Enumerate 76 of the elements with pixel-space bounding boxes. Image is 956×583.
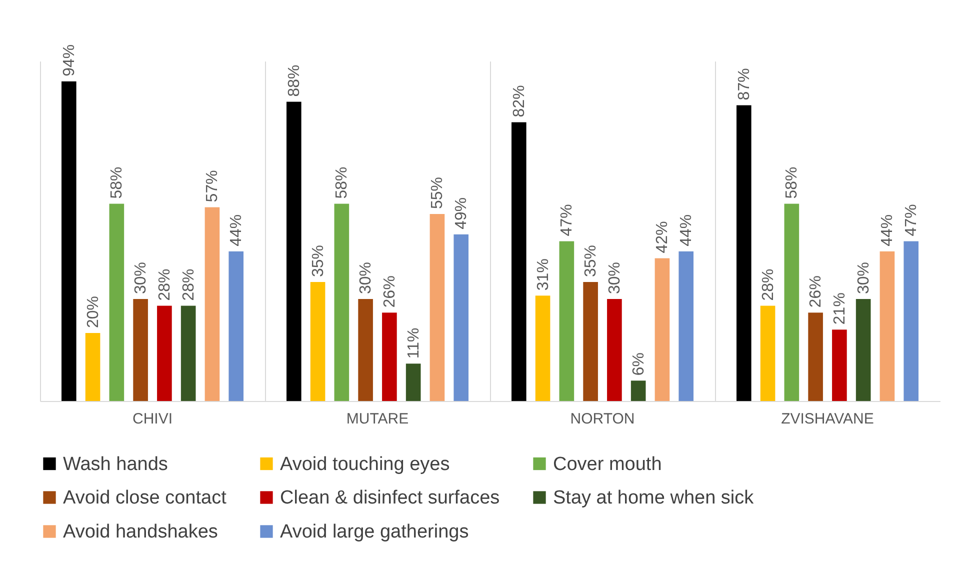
bar (228, 251, 244, 401)
bar (454, 234, 469, 401)
bar (760, 306, 776, 401)
data-label: 26% (381, 276, 398, 308)
legend-label: Cover mouth (553, 454, 662, 475)
bar (654, 258, 670, 401)
data-label: 87% (736, 68, 753, 100)
bar (535, 296, 550, 401)
data-label: 21% (831, 292, 848, 325)
data-label: 55% (429, 176, 446, 209)
bar (310, 282, 326, 401)
bar (832, 330, 847, 401)
data-label: 20% (84, 296, 102, 328)
data-label: 44% (228, 214, 246, 246)
data-label: 58% (108, 166, 126, 199)
data-label: 30% (606, 262, 624, 294)
bar (109, 204, 124, 401)
bar (511, 122, 526, 401)
x-tick-label: NORTON (570, 410, 635, 428)
data-label: 82% (510, 85, 528, 118)
data-label: 26% (808, 276, 825, 308)
bar (133, 299, 148, 401)
bar (157, 306, 172, 401)
data-label: 58% (784, 166, 801, 199)
data-label: 35% (582, 244, 600, 277)
bar (406, 364, 421, 401)
data-label: 42% (654, 221, 672, 254)
bar (678, 251, 694, 401)
bar (286, 102, 302, 401)
bar (607, 299, 622, 401)
legend-label: Avoid touching eyes (280, 454, 450, 475)
bar (358, 299, 373, 401)
data-label: 30% (855, 262, 872, 294)
legend-label: Stay at home when sick (553, 488, 754, 508)
bar (85, 333, 100, 401)
data-label: 88% (286, 64, 303, 97)
data-label: 11% (405, 328, 422, 359)
data-label: 6% (630, 352, 648, 376)
data-label: 47% (903, 204, 920, 236)
bar (430, 214, 445, 401)
data-label: 94% (60, 44, 78, 76)
legend-label: Avoid large gatherings (280, 522, 469, 542)
legend-label: Wash hands (63, 454, 168, 475)
bar (784, 204, 800, 401)
bar (808, 312, 823, 401)
bar (904, 241, 919, 401)
bar (736, 105, 752, 401)
bar (630, 380, 646, 401)
legend-label: Clean & disinfect surfaces (280, 488, 500, 508)
data-label: 44% (879, 214, 896, 246)
data-label: 30% (358, 262, 375, 294)
bar (61, 81, 76, 401)
data-label: 58% (334, 166, 351, 199)
bar (382, 312, 397, 401)
bar (204, 207, 220, 401)
bar (559, 241, 574, 401)
legend-label: Avoid close contact (63, 488, 228, 508)
x-tick-label: ZVISHAVANE (781, 410, 874, 428)
data-label: 28% (760, 268, 777, 301)
data-label: 47% (558, 204, 576, 236)
bar (880, 251, 895, 401)
x-tick-label: MUTARE (346, 410, 409, 428)
bar (180, 306, 196, 401)
bar (334, 204, 350, 401)
data-label: 44% (678, 214, 696, 246)
data-label: 28% (180, 268, 198, 301)
data-label: 49% (453, 197, 470, 230)
data-label: 30% (132, 262, 150, 294)
data-label: 31% (534, 258, 552, 291)
data-label: 35% (310, 244, 327, 277)
legend-label: Avoid handshakes (63, 522, 218, 542)
bar (583, 282, 598, 401)
data-label: 28% (156, 268, 174, 301)
bar (856, 299, 871, 401)
data-label: 57% (204, 170, 222, 202)
x-tick-label: CHIVI (132, 410, 173, 428)
